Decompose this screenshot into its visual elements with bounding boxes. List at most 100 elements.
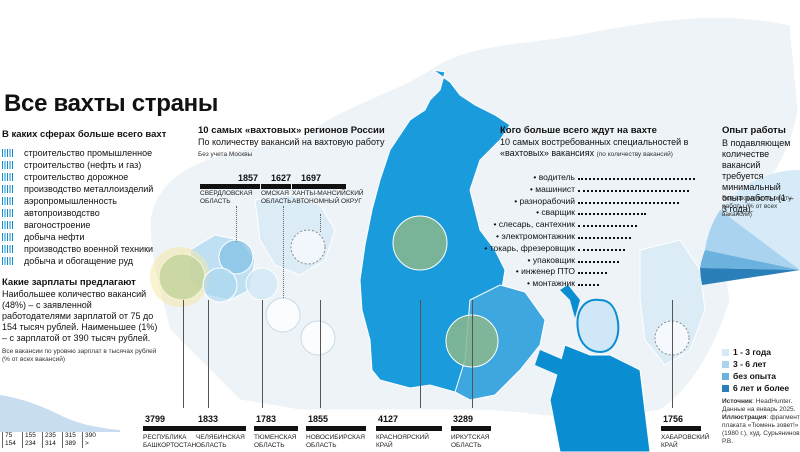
sector-item: производство металлоизделий bbox=[2, 183, 202, 195]
region-name: Тюменская область bbox=[254, 434, 297, 449]
page-title: Все вахты страны bbox=[4, 90, 219, 117]
leader-sverdlovsk bbox=[236, 206, 237, 242]
salary-range-from: 155 bbox=[25, 432, 36, 439]
region-leader-line bbox=[208, 300, 209, 408]
sector-item: аэропромышленность bbox=[2, 195, 202, 207]
sector-bars-icon bbox=[2, 185, 14, 193]
profession-label: • слесарь, сантехник bbox=[493, 219, 575, 230]
sector-bars-icon bbox=[2, 209, 14, 217]
profession-label: • инженер ПТО bbox=[515, 266, 575, 277]
profession-bar bbox=[578, 189, 690, 192]
region-name-omsk: Омская область bbox=[261, 190, 292, 205]
salary-range-from: 75 bbox=[5, 432, 13, 439]
regions-note: Без учета Москвы bbox=[198, 151, 253, 158]
region-name-khmao: Ханты-Мансийский автономный округ bbox=[292, 190, 364, 205]
profession-bar bbox=[578, 260, 619, 263]
region-leader-line bbox=[262, 300, 263, 408]
leader-omsk bbox=[283, 206, 284, 298]
legend-swatch bbox=[722, 360, 729, 368]
regions-heading: 10 самых «вахтовых» регионов России bbox=[198, 125, 385, 136]
sector-bars-icon bbox=[2, 245, 14, 253]
region-bar-omsk bbox=[261, 184, 291, 189]
region-value: 1833 bbox=[198, 414, 219, 424]
profession-label: • сварщик bbox=[536, 207, 575, 218]
sector-item: добыча и обогащение руд bbox=[2, 255, 202, 267]
region-circle-bashkortostan-outline bbox=[150, 247, 210, 307]
salary-range-to: 389 bbox=[65, 440, 76, 447]
salary-range-cell: 75 154 bbox=[2, 432, 22, 448]
salary-area-chart bbox=[0, 395, 120, 432]
experience-legend: 1 - 3 года 3 - 6 лет без опыта 6 лет и боле… bbox=[722, 346, 789, 394]
sector-item: строительство дорожное bbox=[2, 171, 202, 183]
professions-subheading-text: 10 самых востребованных специальностей в… bbox=[500, 137, 689, 158]
profession-label-text: сварщик bbox=[541, 207, 575, 218]
salary-range-cell: 315 389 bbox=[62, 432, 82, 448]
region-bar bbox=[306, 426, 366, 431]
sectors-list: строительство промышленное строительство … bbox=[2, 147, 202, 267]
illustration-text: : фрагмент плаката «Тюмень зовет!» (1980… bbox=[722, 414, 800, 445]
leader-khmao bbox=[320, 214, 321, 232]
professions-subheading-note: (по количеству вакансий) bbox=[596, 151, 673, 158]
legend-label: 1 - 3 года bbox=[733, 347, 772, 357]
profession-bar bbox=[578, 237, 631, 239]
region-name-sverdlovsk: Свердловская область bbox=[200, 190, 253, 205]
sector-label: строительство промышленное bbox=[24, 148, 153, 158]
legend-swatch bbox=[722, 372, 729, 380]
profession-label-text: разнорабочий bbox=[519, 195, 575, 206]
region-bar bbox=[451, 426, 491, 431]
salary-range-to: 314 bbox=[45, 440, 56, 447]
professions-subheading: 10 самых востребованных специальностей в… bbox=[500, 137, 710, 159]
experience-note: Все вакансии по опыту работы (% от всех … bbox=[722, 195, 792, 218]
region-leader-line bbox=[183, 300, 184, 408]
profession-label-text: инженер ПТО bbox=[521, 266, 575, 277]
region-bar bbox=[196, 426, 246, 431]
region-leader-line bbox=[320, 300, 321, 408]
source-text: : HeadHunter. Данные на январь 2025. bbox=[722, 398, 796, 413]
salary-range-to: 154 bbox=[5, 440, 16, 447]
region-circle-chelyabinsk bbox=[202, 267, 238, 303]
profession-bar bbox=[578, 248, 625, 251]
profession-bar bbox=[578, 201, 679, 204]
sectors-heading: В каких сферах больше всего вахт bbox=[2, 129, 167, 140]
sector-bars-icon bbox=[2, 149, 14, 157]
sector-item: вагоностроение bbox=[2, 219, 202, 231]
sector-bars-icon bbox=[2, 221, 14, 229]
region-value-omsk: 1627 bbox=[271, 173, 292, 183]
region-value: 1855 bbox=[308, 414, 329, 424]
salary-heading: Какие зарплаты предлагают bbox=[2, 277, 136, 288]
experience-text: В подавляющем количестве вакансий требуе… bbox=[722, 138, 794, 214]
sector-item: строительство (нефть и газ) bbox=[2, 159, 202, 171]
salary-ranges-table: 75 154 155 234 235 314 315 389 390 > bbox=[2, 432, 102, 448]
region-bar-sverdlovsk bbox=[200, 184, 260, 189]
experience-legend-item: 3 - 6 лет bbox=[722, 358, 789, 370]
professions-heading: Кого больше всего ждут на вахте bbox=[500, 125, 657, 136]
source-block: Источник: HeadHunter. Данные на январь 2… bbox=[722, 398, 800, 446]
experience-legend-item: 1 - 3 года bbox=[722, 346, 789, 358]
profession-label-text: монтажник bbox=[532, 278, 575, 289]
legend-label: 3 - 6 лет bbox=[733, 359, 767, 369]
salary-range-from: 315 bbox=[65, 432, 76, 439]
sector-bars-icon bbox=[2, 233, 14, 241]
sector-item: производство военной техники bbox=[2, 243, 202, 255]
region-value: 3289 bbox=[453, 414, 474, 424]
profession-bar bbox=[578, 213, 646, 216]
profession-label-text: водитель bbox=[538, 172, 575, 182]
profession-label-text: слесарь, сантехник bbox=[498, 219, 575, 230]
salary-text: Наибольшее количество вакансий (48%) – с… bbox=[2, 289, 158, 343]
region-leader-line bbox=[672, 300, 673, 408]
region-value-sverdlovsk: 1857 bbox=[238, 173, 259, 183]
map-irkutsk-region bbox=[454, 284, 546, 401]
region-bar bbox=[143, 426, 203, 431]
profession-label: • машинист bbox=[529, 183, 575, 194]
profession-label: • водитель bbox=[533, 172, 575, 182]
sector-bars-icon bbox=[2, 197, 14, 205]
profession-bar bbox=[578, 225, 637, 228]
poster-illustration bbox=[535, 285, 651, 452]
region-leader-line bbox=[420, 300, 421, 408]
region-circle-krasnoyarsk bbox=[392, 215, 448, 271]
regions-subheading: По количеству вакансий на вахтовую работ… bbox=[198, 137, 385, 147]
region-value-khmao: 1697 bbox=[301, 173, 322, 183]
illustration-label: Иллюстрация bbox=[722, 414, 767, 421]
region-value: 1783 bbox=[256, 414, 277, 424]
sector-bars-icon bbox=[2, 173, 14, 181]
